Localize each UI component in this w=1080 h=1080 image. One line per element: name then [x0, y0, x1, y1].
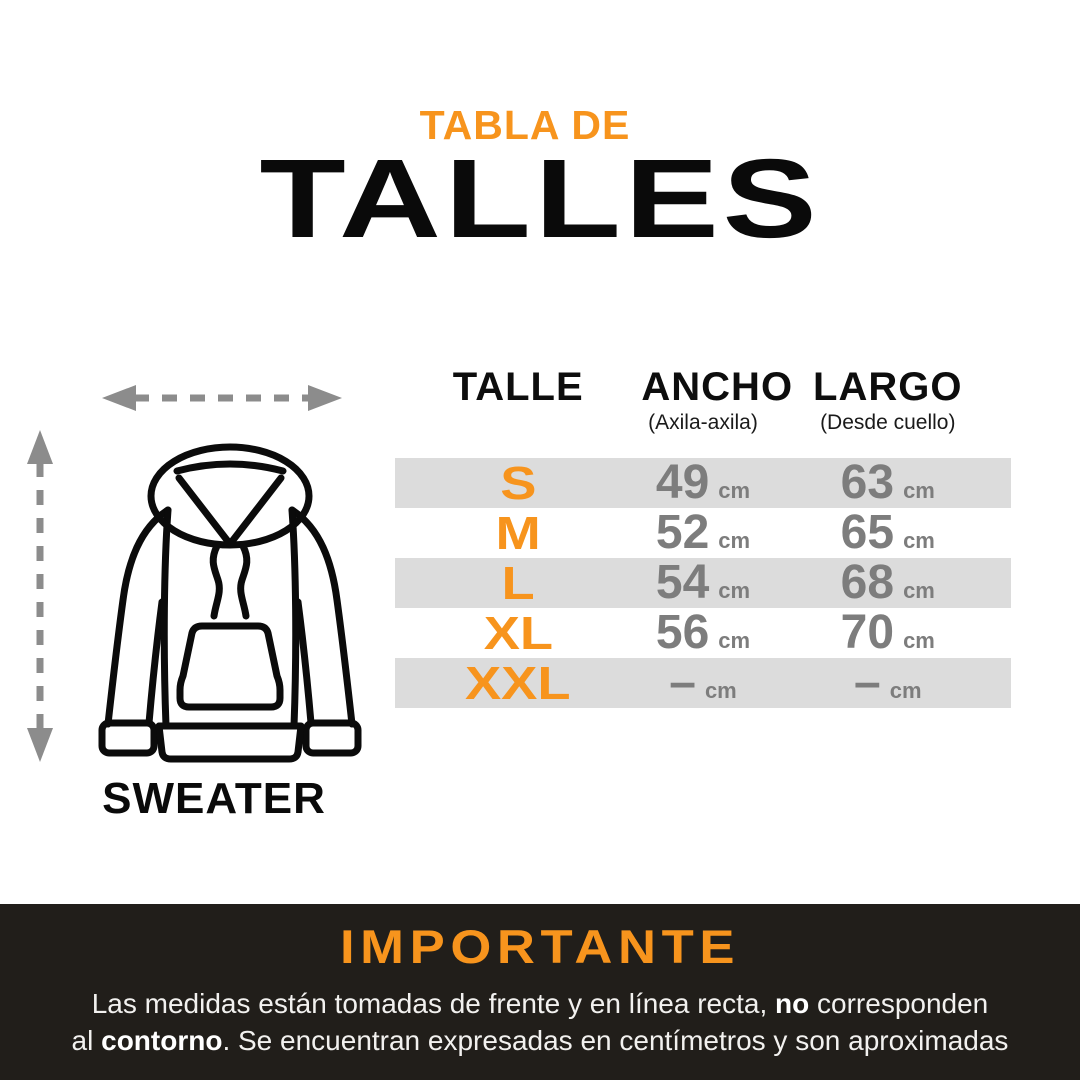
column-header-ancho: ANCHO (Axila-axila) [641, 365, 794, 434]
ancho-value: 56 cm [655, 606, 751, 659]
column-header-talle: TALLE [452, 365, 584, 409]
column-header-largo: LARGO (Desde cuello) [813, 365, 963, 434]
important-notice-band: IMPORTANTE Las medidas están tomadas de … [0, 904, 1080, 1080]
size-label: M [495, 507, 541, 559]
size-table: S 49 cm 63 cm M 52 cm 65 cm L 54 cm 68 cm [395, 458, 1011, 708]
notice-title: IMPORTANTE [339, 920, 741, 973]
size-label: XL [483, 607, 553, 659]
notice-text: Las medidas están tomadas de frente y en… [0, 985, 1080, 1059]
figure-label: SWEATER [102, 774, 326, 823]
size-label: L [501, 557, 535, 609]
page-title: TALLES [259, 136, 821, 261]
largo-value: – cm [854, 656, 922, 709]
size-label: XXL [465, 657, 571, 709]
table-row: M 52 cm 65 cm [395, 508, 1011, 558]
largo-value: 65 cm [840, 506, 935, 559]
size-label: S [500, 457, 537, 509]
notice-line-2: al contorno. Se encuentran expresadas en… [71, 1024, 1009, 1056]
width-arrow-icon [100, 383, 344, 418]
largo-value: 70 cm [840, 606, 935, 659]
notice-line-1: Las medidas están tomadas de frente y en… [91, 987, 989, 1019]
page-kicker: TABLA DE [419, 102, 631, 148]
ancho-value: 54 cm [655, 556, 751, 609]
table-row: L 54 cm 68 cm [395, 558, 1011, 608]
table-header: TALLE ANCHO (Axila-axila) LARGO (Desde c… [395, 366, 1011, 435]
ancho-value: – cm [669, 656, 737, 709]
ancho-value: 49 cm [655, 456, 751, 509]
largo-value: 68 cm [840, 556, 935, 609]
table-row: XL 56 cm 70 cm [395, 608, 1011, 658]
ancho-value: 52 cm [655, 506, 751, 559]
height-arrow-icon [24, 428, 56, 769]
largo-value: 63 cm [840, 456, 935, 509]
table-row: S 49 cm 63 cm [395, 458, 1011, 508]
sweater-icon [80, 436, 380, 775]
table-row: XXL – cm – cm [395, 658, 1011, 708]
